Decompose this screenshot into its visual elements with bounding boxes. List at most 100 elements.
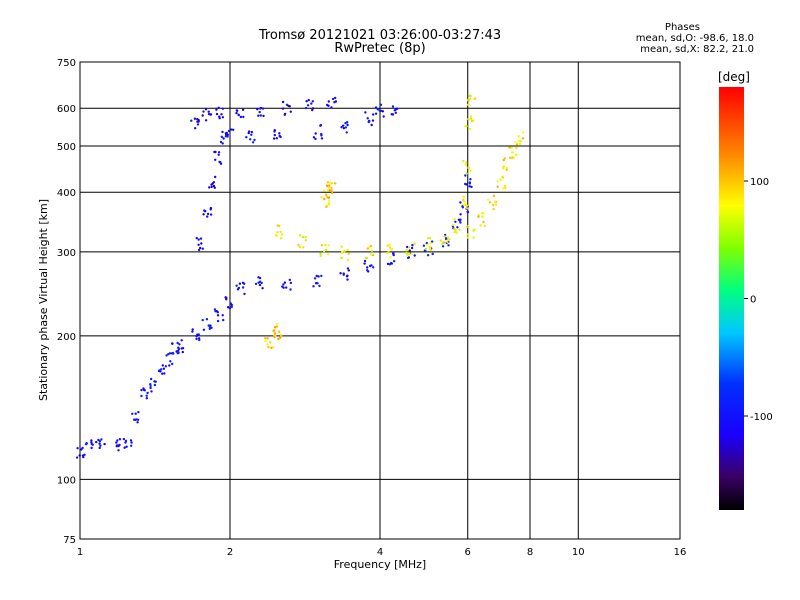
x-tick-label: 2 [227, 547, 233, 558]
data-point [453, 230, 456, 234]
data-point [275, 234, 278, 237]
data-point [466, 210, 469, 213]
data-point [428, 247, 432, 250]
data-point [256, 108, 259, 111]
data-point [468, 127, 472, 131]
data-point [393, 260, 396, 263]
data-point [146, 391, 149, 395]
data-point [467, 117, 470, 121]
data-point [272, 137, 276, 140]
data-point [221, 107, 225, 110]
data-point [511, 151, 514, 154]
chart-title: Tromsø 20121021 03:26:00-03:27:43 [258, 28, 502, 43]
data-point [459, 201, 462, 204]
data-point [306, 104, 310, 107]
data-point [392, 252, 395, 255]
data-point [327, 186, 330, 189]
data-point [245, 136, 248, 139]
data-point [266, 343, 269, 346]
data-point [176, 341, 179, 345]
data-point [466, 236, 470, 239]
data-point [465, 204, 469, 207]
data-point [340, 251, 344, 255]
data-point [249, 138, 252, 141]
data-point [191, 328, 194, 331]
data-point [272, 346, 275, 349]
data-point [221, 116, 225, 119]
data-point [201, 247, 204, 250]
data-point [259, 114, 262, 117]
data-point [90, 446, 93, 450]
data-point [363, 262, 366, 265]
data-point [243, 292, 246, 296]
data-point [376, 108, 379, 111]
data-point [258, 110, 261, 114]
data-point [206, 212, 210, 216]
data-point [215, 112, 219, 116]
data-point [324, 193, 328, 196]
data-point [382, 115, 385, 118]
data-point [137, 410, 140, 414]
data-point [258, 283, 262, 287]
data-point [221, 314, 224, 317]
data-point [340, 126, 343, 129]
data-point [327, 244, 330, 247]
data-point [517, 139, 521, 142]
data-point [371, 119, 375, 122]
data-point [221, 142, 224, 145]
data-point [320, 137, 324, 140]
data-point [204, 119, 208, 122]
data-point [219, 140, 223, 144]
data-point [313, 277, 317, 280]
colorbar-tick-label: 100 [750, 177, 769, 188]
data-point [493, 200, 497, 204]
data-point [346, 249, 349, 252]
data-point [366, 117, 369, 120]
data-point [458, 228, 461, 231]
data-point [202, 328, 206, 331]
data-point [389, 256, 392, 259]
x-tick-label: 16 [674, 547, 687, 558]
data-point [456, 226, 459, 229]
data-point [115, 441, 118, 444]
data-point [521, 131, 525, 134]
data-point [202, 213, 205, 216]
data-point [459, 213, 462, 216]
data-point [411, 243, 414, 247]
data-point [200, 242, 203, 245]
data-point [130, 441, 133, 444]
data-point [514, 141, 517, 144]
data-point [98, 440, 102, 443]
data-point [209, 213, 213, 216]
data-point [515, 143, 519, 146]
data-point [406, 253, 409, 256]
data-point [149, 386, 152, 390]
data-point [370, 123, 373, 127]
data-point [116, 439, 119, 442]
data-point [468, 94, 471, 98]
data-point [443, 235, 446, 238]
data-point [75, 456, 79, 459]
data-point [140, 394, 143, 398]
data-point [202, 110, 205, 113]
data-point [224, 132, 228, 135]
data-point [466, 225, 469, 229]
colorbar-tick-label: -100 [750, 412, 773, 423]
data-point [326, 253, 330, 256]
data-point [276, 322, 279, 326]
data-point [277, 330, 281, 334]
data-point [204, 210, 207, 213]
y-tick-label: 100 [57, 475, 76, 486]
data-point [510, 146, 513, 149]
data-point [210, 185, 213, 189]
data-point [213, 308, 217, 311]
data-point [214, 175, 217, 179]
data-point [319, 252, 322, 255]
data-point [195, 236, 198, 240]
data-point [150, 390, 153, 393]
data-point [472, 236, 475, 239]
data-point [453, 227, 456, 231]
data-point [307, 98, 310, 102]
data-point [98, 446, 101, 450]
